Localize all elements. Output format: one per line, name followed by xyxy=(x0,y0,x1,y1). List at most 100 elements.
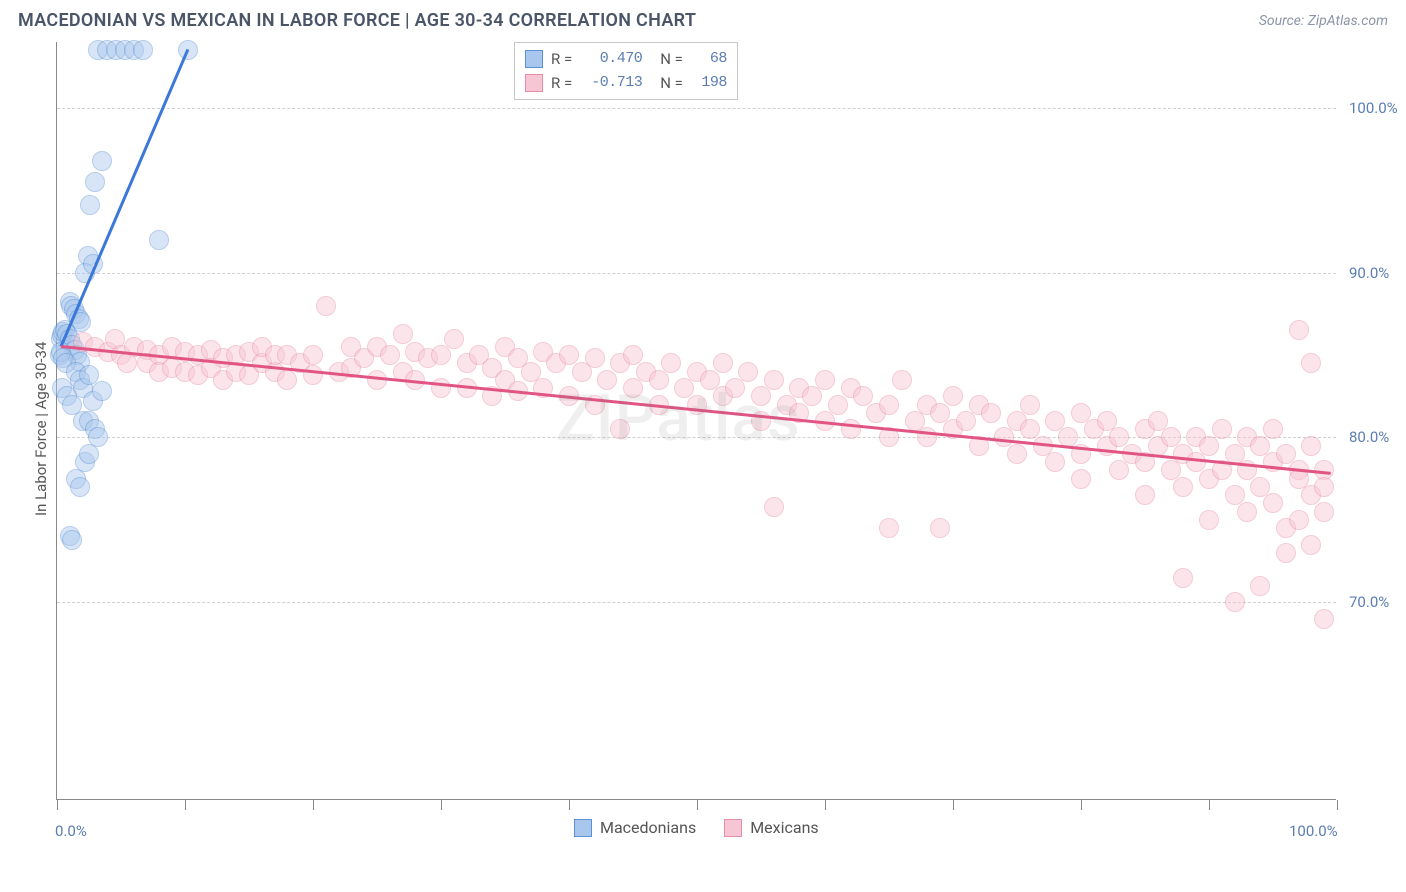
stat-r-value: -0.713 xyxy=(580,71,642,95)
stat-r-label: R = xyxy=(551,47,572,71)
x-tick-label: 0.0% xyxy=(55,822,87,840)
stat-n-label: N = xyxy=(660,47,683,71)
data-point xyxy=(1263,419,1283,439)
data-point xyxy=(661,353,681,373)
x-tick xyxy=(953,800,954,810)
series-swatch xyxy=(525,50,543,68)
gridline xyxy=(57,108,1336,109)
data-point xyxy=(1199,510,1219,530)
data-point xyxy=(1173,568,1193,588)
data-point xyxy=(892,370,912,390)
data-point xyxy=(649,370,669,390)
data-point xyxy=(80,195,100,215)
data-point xyxy=(815,370,835,390)
data-point xyxy=(879,395,899,415)
data-point xyxy=(303,365,323,385)
data-point xyxy=(1289,510,1309,530)
stat-r-label: R = xyxy=(551,71,572,95)
data-point xyxy=(149,230,169,250)
data-point xyxy=(1212,419,1232,439)
x-tick xyxy=(825,800,826,810)
stat-r-value: 0.470 xyxy=(580,47,642,71)
data-point xyxy=(70,477,90,497)
data-point xyxy=(585,348,605,368)
data-point xyxy=(444,329,464,349)
data-point xyxy=(1314,502,1334,522)
data-point xyxy=(1109,460,1129,480)
legend-swatch xyxy=(724,819,742,837)
data-point xyxy=(316,296,336,316)
data-point xyxy=(277,370,297,390)
x-tick xyxy=(1081,800,1082,810)
data-point xyxy=(1250,576,1270,596)
data-point xyxy=(930,518,950,538)
y-tick-label: 90.0% xyxy=(1349,264,1389,282)
legend-item: Macedonians xyxy=(574,818,696,837)
data-point xyxy=(85,172,105,192)
legend-label: Mexicans xyxy=(750,818,818,837)
data-point xyxy=(1314,477,1334,497)
data-point xyxy=(1237,502,1257,522)
stat-n-value: 68 xyxy=(691,47,727,71)
x-tick xyxy=(185,800,186,810)
x-tick xyxy=(1209,800,1210,810)
data-point xyxy=(956,411,976,431)
x-tick xyxy=(313,800,314,810)
data-point xyxy=(738,362,758,382)
data-point xyxy=(1199,436,1219,456)
data-point xyxy=(1045,452,1065,472)
chart-container: 70.0%80.0%90.0%100.0%0.0%100.0% In Labor… xyxy=(18,42,1388,850)
data-point xyxy=(117,353,137,373)
y-tick-label: 80.0% xyxy=(1349,428,1389,446)
legend-label: Macedonians xyxy=(600,818,696,837)
stat-row: R = 0.470 N = 68 xyxy=(525,47,727,71)
data-point xyxy=(713,353,733,373)
data-point xyxy=(725,378,745,398)
stat-n-value: 198 xyxy=(691,71,727,95)
x-tick xyxy=(1337,800,1338,810)
data-point xyxy=(133,40,153,60)
legend-item: Mexicans xyxy=(724,818,818,837)
legend-swatch xyxy=(574,819,592,837)
x-tick-label: 100.0% xyxy=(1289,822,1338,840)
correlation-stats-box: R = 0.470 N = 68 R = -0.713 N = 198 xyxy=(514,42,738,100)
plot-area: 70.0%80.0%90.0%100.0%0.0%100.0% xyxy=(56,42,1336,800)
y-tick-label: 70.0% xyxy=(1349,593,1389,611)
x-tick xyxy=(57,800,58,810)
data-point xyxy=(1301,436,1321,456)
data-point xyxy=(764,497,784,517)
chart-legend: Macedonians Mexicans xyxy=(574,818,819,837)
data-point xyxy=(802,386,822,406)
data-point xyxy=(1173,477,1193,497)
series-swatch xyxy=(525,74,543,92)
source-attribution: Source: ZipAtlas.com xyxy=(1259,13,1388,29)
x-tick xyxy=(697,800,698,810)
data-point xyxy=(303,345,323,365)
data-point xyxy=(92,381,112,401)
data-point xyxy=(1020,395,1040,415)
data-point xyxy=(751,386,771,406)
data-point xyxy=(943,386,963,406)
y-tick-label: 100.0% xyxy=(1349,99,1398,117)
data-point xyxy=(623,378,643,398)
data-point xyxy=(393,324,413,344)
data-point xyxy=(828,395,848,415)
x-tick xyxy=(441,800,442,810)
stat-row: R = -0.713 N = 198 xyxy=(525,71,727,95)
data-point xyxy=(610,419,630,439)
data-point xyxy=(1263,493,1283,513)
data-point xyxy=(1225,592,1245,612)
stat-n-label: N = xyxy=(660,71,683,95)
gridline xyxy=(57,273,1336,274)
data-point xyxy=(764,370,784,390)
gridline xyxy=(57,602,1336,603)
chart-title: MACEDONIAN VS MEXICAN IN LABOR FORCE | A… xyxy=(18,10,696,31)
data-point xyxy=(1289,320,1309,340)
data-point xyxy=(1135,485,1155,505)
data-point xyxy=(1301,535,1321,555)
data-point xyxy=(62,530,82,550)
data-point xyxy=(92,151,112,171)
data-point xyxy=(1007,444,1027,464)
data-point xyxy=(79,444,99,464)
data-point xyxy=(431,345,451,365)
